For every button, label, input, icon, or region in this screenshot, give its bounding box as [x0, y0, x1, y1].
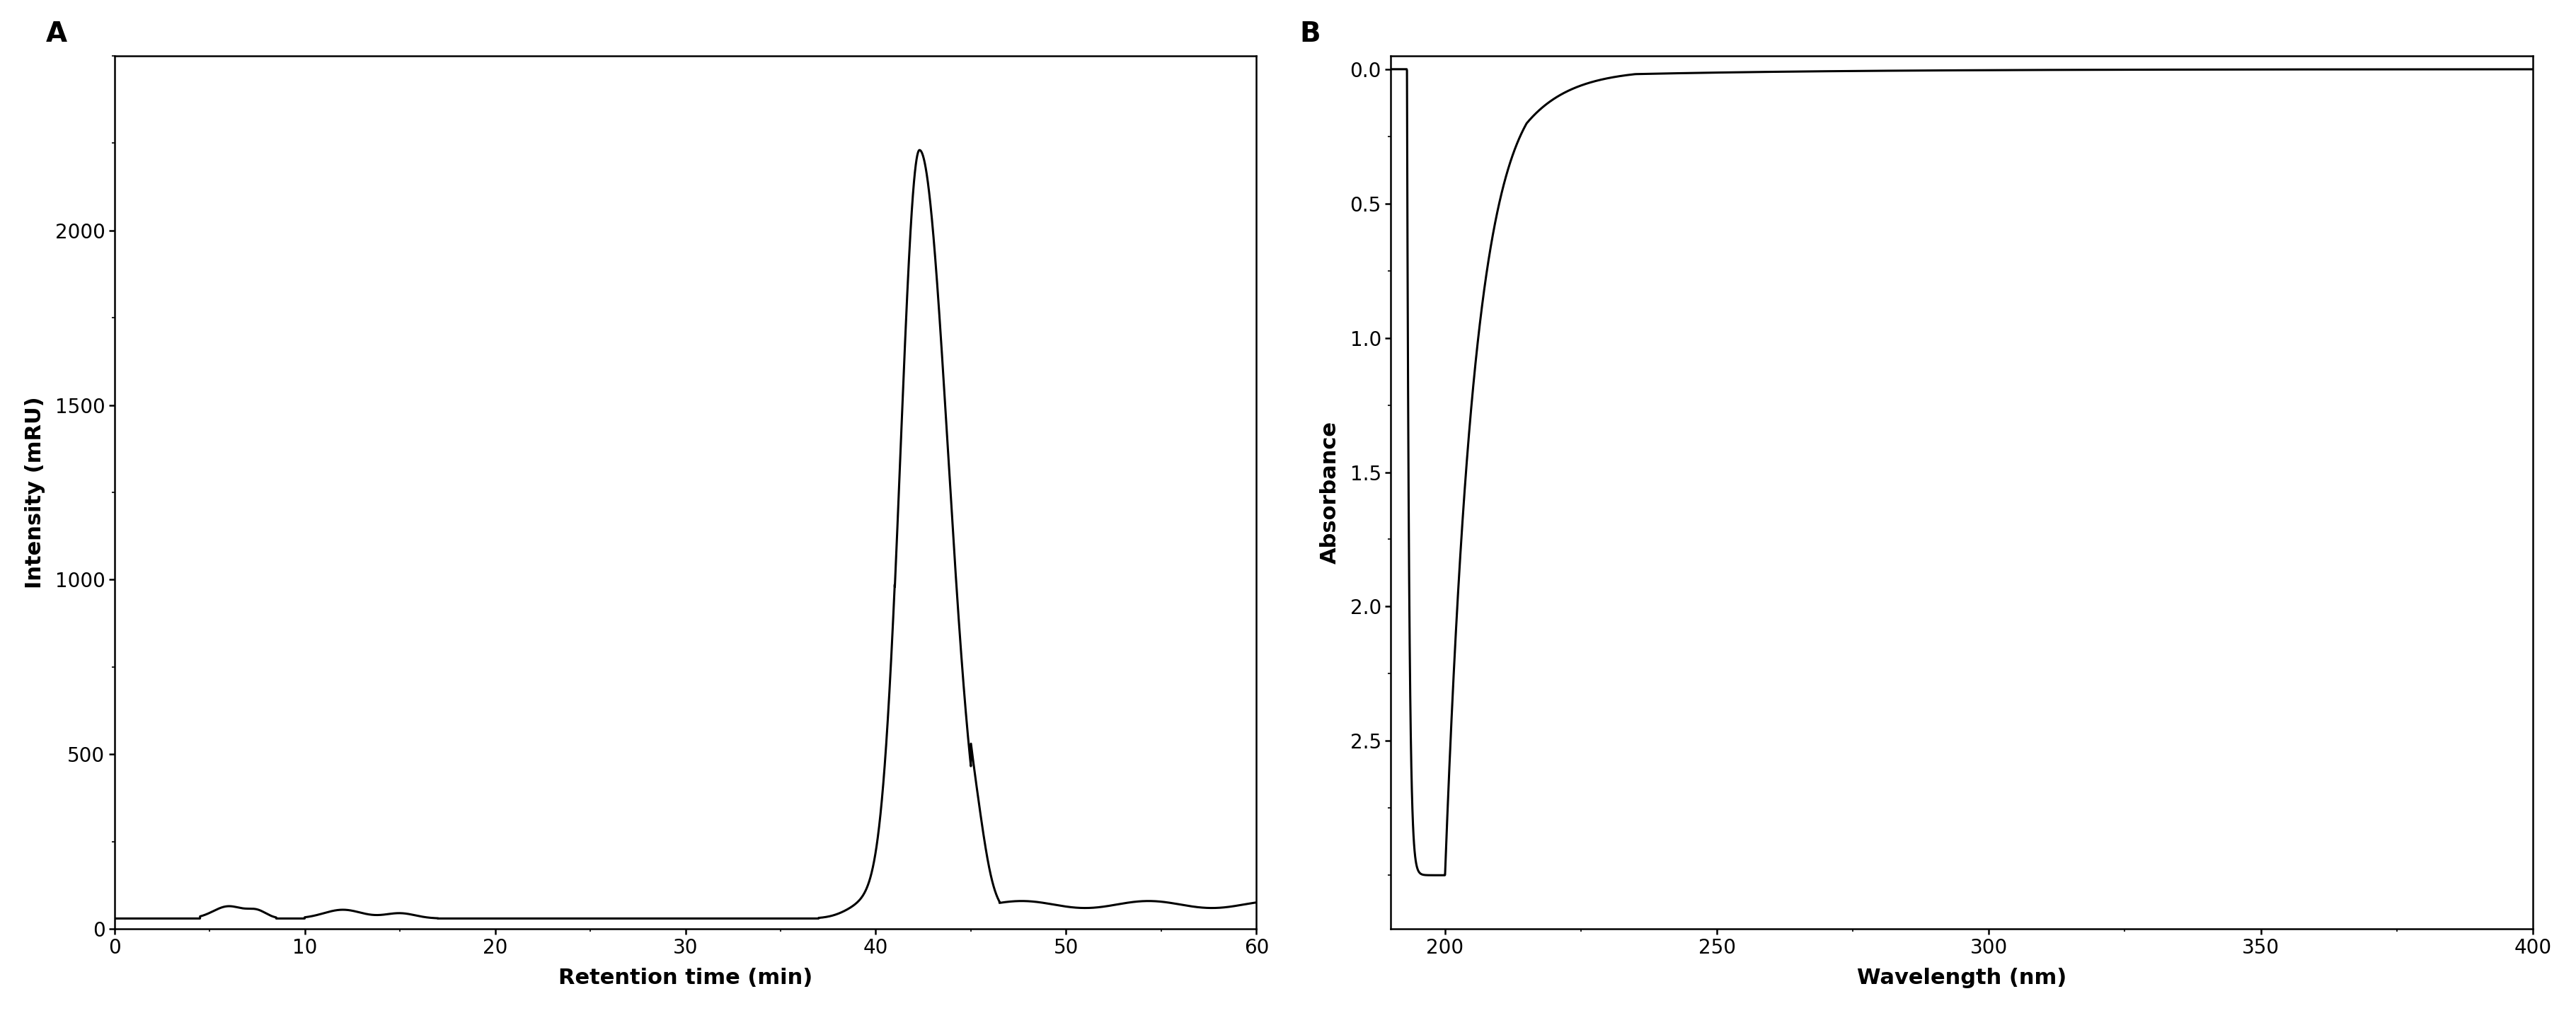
Y-axis label: Intensity (mRU): Intensity (mRU) [26, 396, 46, 589]
X-axis label: Wavelength (nm): Wavelength (nm) [1857, 968, 2066, 989]
Y-axis label: Absorbance: Absorbance [1319, 421, 1340, 564]
X-axis label: Retention time (min): Retention time (min) [559, 968, 811, 989]
Text: A: A [46, 21, 67, 48]
Text: B: B [1298, 21, 1321, 48]
